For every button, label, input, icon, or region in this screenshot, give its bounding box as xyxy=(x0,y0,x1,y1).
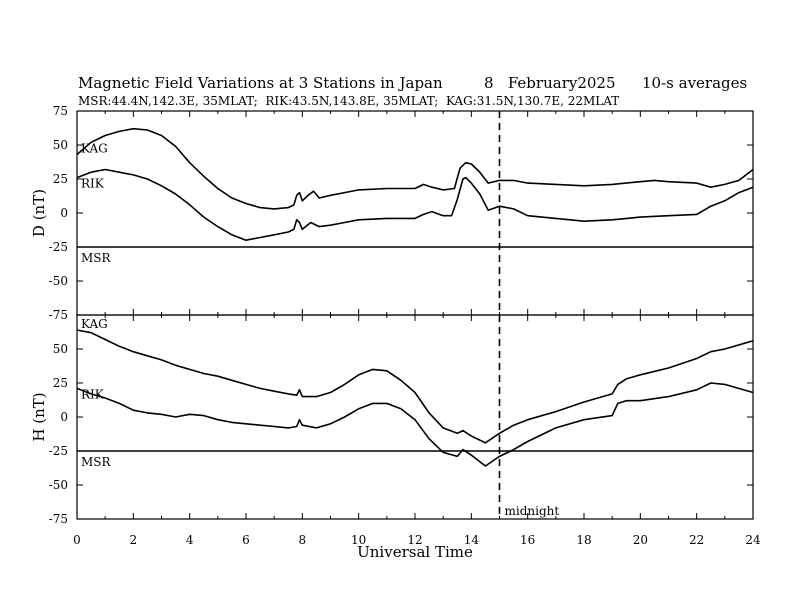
declination-panel: 75 50 25 0 -25 -50 -75 D (nT) KAG RIK MSR xyxy=(30,104,754,322)
station-label-msr: MSR xyxy=(81,455,112,469)
y-tick-label: -75 xyxy=(49,512,68,526)
series-line-rik xyxy=(76,168,754,241)
x-tick-label: 16 xyxy=(520,533,535,547)
y-axis-label: D (nT) xyxy=(30,189,48,237)
y-tick-label: -25 xyxy=(49,240,68,254)
chart-title-date: 8 February2025 xyxy=(484,74,616,92)
y-tick-label: 25 xyxy=(53,172,68,186)
chart-title-main: Magnetic Field Variations at 3 Stations … xyxy=(78,74,443,92)
y-tick-label: 25 xyxy=(53,376,68,390)
x-tick-label: 6 xyxy=(242,533,250,547)
chart-title-averages: 10-s averages xyxy=(642,74,747,92)
x-tick-label: 14 xyxy=(464,533,480,547)
y-tick-label: 75 xyxy=(53,104,68,118)
x-tick-label: 0 xyxy=(73,533,81,547)
chart-subtitle-stations: MSR:44.4N,142.3E, 35MLAT; RIK:43.5N,143.… xyxy=(78,94,619,108)
x-tick-label: 10 xyxy=(351,533,366,547)
x-tick-label: 12 xyxy=(407,533,422,547)
y-tick-label: 0 xyxy=(60,206,68,220)
x-tick-label: 2 xyxy=(130,533,138,547)
x-tick-label: 22 xyxy=(689,533,704,547)
x-axis-label: Universal Time xyxy=(357,543,473,561)
y-tick-label: -50 xyxy=(49,478,68,492)
midnight-label: midnight xyxy=(505,504,560,518)
station-label-rik: RIK xyxy=(81,387,105,401)
x-tick-label: 18 xyxy=(576,533,591,547)
x-tick-label: 8 xyxy=(299,533,307,547)
station-label-rik: RIK xyxy=(81,177,105,191)
station-label-kag: KAG xyxy=(81,142,108,156)
y-axis-label: H (nT) xyxy=(30,392,48,441)
series-line-rik xyxy=(76,382,754,467)
station-label-kag: KAG xyxy=(81,317,108,331)
y-tick-label: 50 xyxy=(53,342,68,356)
y-tick-label: 50 xyxy=(53,138,68,152)
series-line-kag xyxy=(76,127,754,210)
y-tick-label: -75 xyxy=(49,308,68,322)
x-tick-label: 24 xyxy=(745,533,761,547)
x-tick-label: 4 xyxy=(186,533,194,547)
y-tick-label: -25 xyxy=(49,444,68,458)
x-tick-label: 20 xyxy=(633,533,648,547)
series-line-kag xyxy=(76,329,754,444)
panel-frame-0 xyxy=(76,110,754,316)
station-label-msr: MSR xyxy=(81,251,112,265)
y-tick-label: 0 xyxy=(60,410,68,424)
y-tick-label: -50 xyxy=(49,274,68,288)
